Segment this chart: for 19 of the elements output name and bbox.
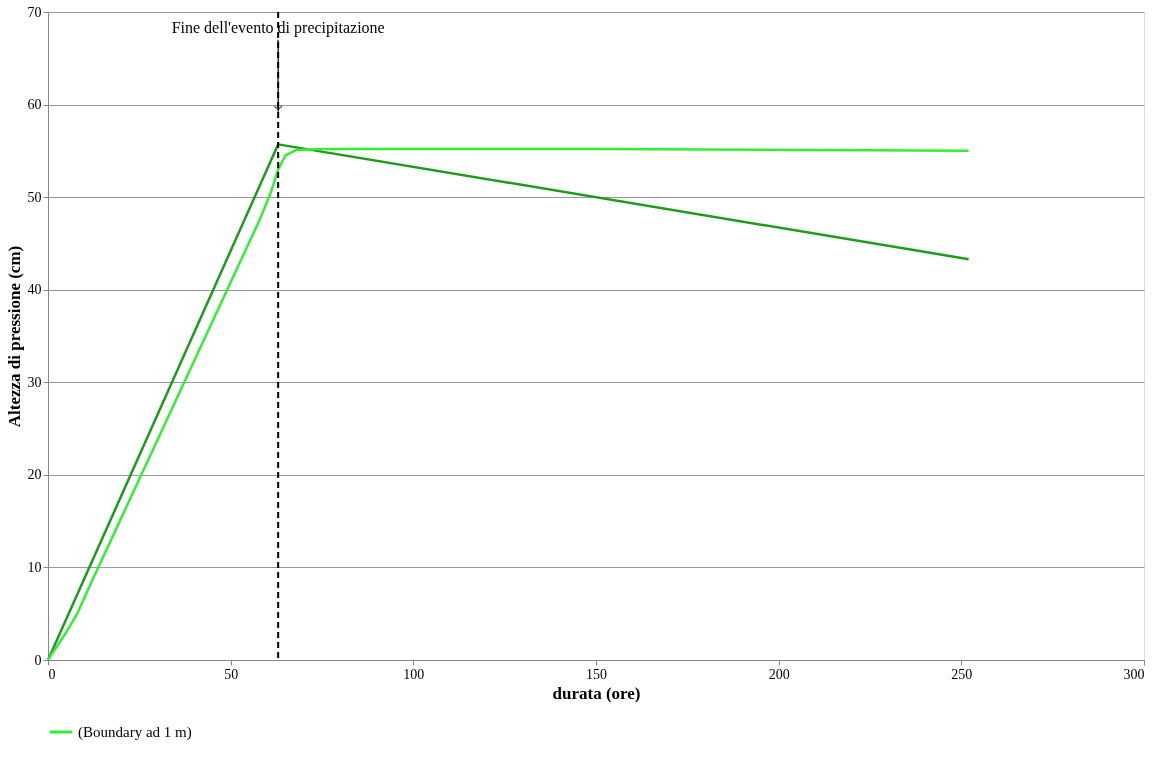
y-tick-label: 70 — [27, 4, 42, 20]
x-tick-label: 0 — [48, 666, 56, 682]
legend-label: (Boundary ad 1 m) — [78, 724, 192, 741]
y-tick-label: 30 — [27, 374, 42, 390]
y-tick-label: 20 — [27, 467, 42, 483]
y-tick-label: 50 — [27, 189, 42, 205]
x-tick-label: 150 — [586, 666, 607, 682]
x-tick-label: 100 — [403, 666, 425, 682]
y-axis-title: Altezza di pressione (cm) — [4, 245, 24, 428]
y-tick-label: 0 — [34, 652, 42, 668]
x-tick-label: 50 — [224, 666, 239, 682]
annotation: Fine dell'evento di precipitazione — [171, 18, 385, 37]
y-tick-label: 40 — [27, 282, 42, 298]
x-axis-title: durata (ore) — [552, 683, 641, 703]
y-tick-label: 60 — [27, 97, 42, 113]
y-tick-label: 10 — [27, 559, 42, 575]
x-tick-label: 300 — [1123, 666, 1145, 682]
x-tick-label: 250 — [951, 666, 973, 682]
x-tick-label: 200 — [768, 666, 790, 682]
